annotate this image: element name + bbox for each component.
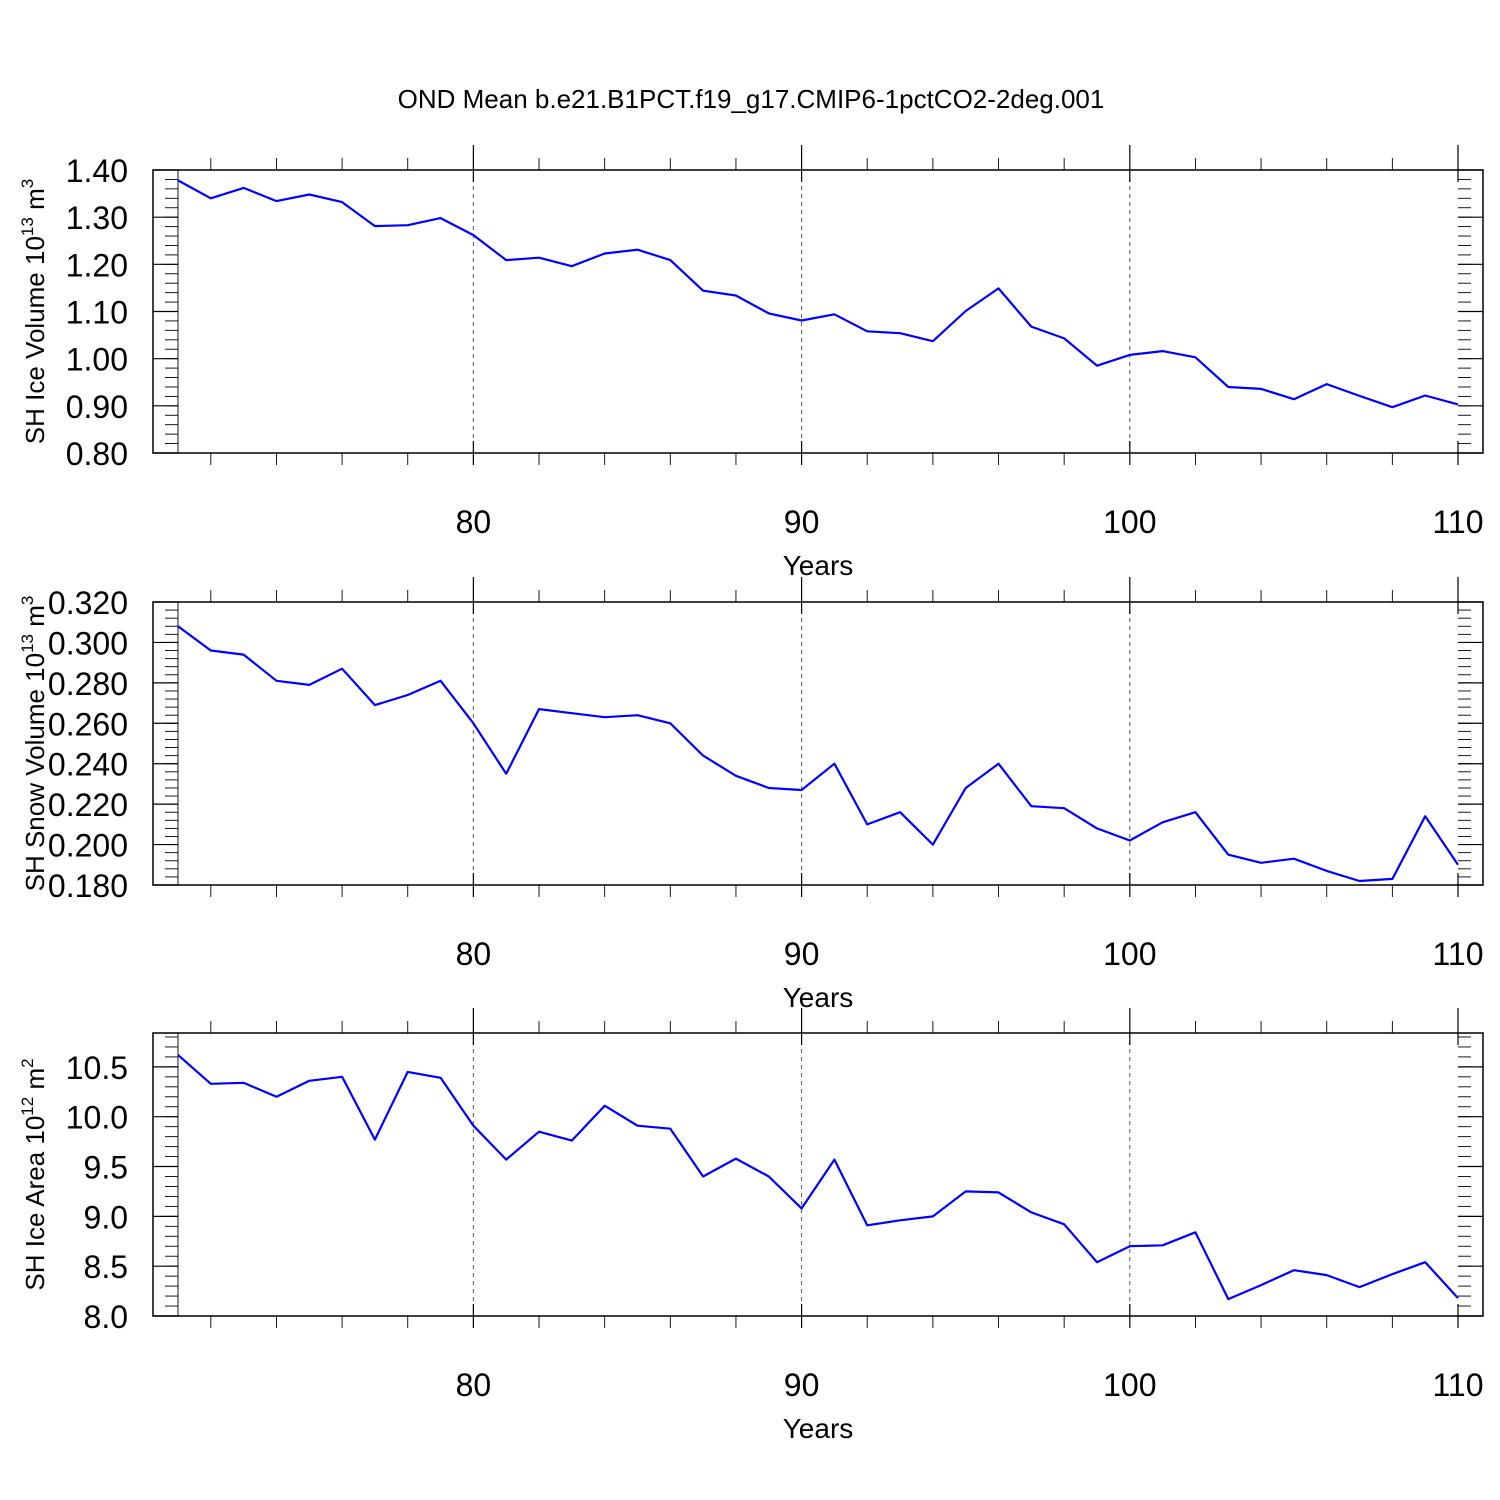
y-label-text: m	[20, 605, 50, 634]
y-tick-label: 8.5	[84, 1249, 128, 1285]
y-tick-label: 0.180	[48, 868, 128, 904]
y-tick-label: 0.200	[48, 828, 128, 864]
y-tick-label: 0.260	[48, 706, 128, 742]
y-label-superscript: 3	[18, 596, 37, 605]
y-tick-label: 0.90	[66, 389, 128, 425]
y-tick-label: 0.280	[48, 666, 128, 702]
data-series-line	[177, 1054, 1459, 1301]
panel-3: 80 90 100 110 8.0 8.5 9.0 9.5 10.0 10.5 Years SH Ic…	[18, 1008, 1484, 1444]
plot-frame	[152, 601, 1484, 886]
x-axis-label: Years	[783, 1413, 854, 1444]
y-tick-label: 0.320	[48, 585, 128, 621]
data-series-line	[177, 625, 1459, 883]
y-tick-label: 10.5	[66, 1050, 128, 1086]
panel-2: 80 90 100 110 0.180 0.200 0.220 0.240 0.260 0.280…	[18, 577, 1484, 1013]
y-label-text: m	[20, 188, 50, 217]
y-label-text: m	[20, 1068, 50, 1097]
x-tick-label: 100	[1103, 504, 1156, 540]
x-axis-label: Years	[783, 550, 854, 581]
x-tick-label: 90	[784, 936, 820, 972]
x-tick-label: 90	[784, 1367, 820, 1403]
y-label-superscript: 12	[18, 1097, 37, 1116]
y-tick-label: 10.0	[66, 1100, 128, 1136]
x-tick-label: 90	[784, 504, 820, 540]
y-tick-label: 8.0	[84, 1299, 128, 1335]
y-tick-label: 0.220	[48, 787, 128, 823]
data-series-line	[177, 179, 1459, 409]
y-tick-label: 0.300	[48, 625, 128, 661]
x-tick-label: 100	[1103, 1367, 1156, 1403]
y-tick-label: 1.00	[66, 342, 128, 378]
y-tick-label: 1.20	[66, 247, 128, 283]
x-tick-label: 80	[456, 1367, 492, 1403]
y-label-text: SH Snow Volume 10	[20, 653, 50, 891]
x-tick-label: 80	[456, 936, 492, 972]
y-tick-label: 0.80	[66, 436, 128, 472]
y-label-text: SH Ice Area 10	[20, 1116, 50, 1291]
y-tick-label: 1.40	[66, 153, 128, 189]
y-tick-label: 0.240	[48, 747, 128, 783]
x-tick-label: 110	[1432, 936, 1483, 972]
y-tick-label: 1.30	[66, 200, 128, 236]
y-label-text: SH Ice Volume 10	[20, 236, 50, 444]
y-axis-label: SH Ice Volume 1013 m3	[18, 179, 50, 444]
x-tick-label: 100	[1103, 936, 1156, 972]
y-label-superscript: 13	[18, 217, 37, 236]
x-axis-label: Years	[783, 982, 854, 1013]
y-label-superscript: 2	[18, 1058, 37, 1067]
y-tick-label: 1.10	[66, 295, 128, 331]
y-label-superscript: 13	[18, 634, 37, 653]
plot-frame	[152, 1032, 1484, 1317]
x-tick-label: 110	[1432, 504, 1483, 540]
y-label-superscript: 3	[18, 179, 37, 188]
figure-title: OND Mean b.e21.B1PCT.f19_g17.CMIP6-1pctC…	[398, 84, 1105, 114]
x-tick-label: 110	[1432, 1367, 1483, 1403]
y-tick-label: 9.0	[84, 1199, 128, 1235]
y-tick-label: 9.5	[84, 1150, 128, 1186]
y-axis-label: SH Ice Area 1012 m2	[18, 1058, 50, 1290]
plot-frame	[152, 169, 1484, 454]
y-axis-label: SH Snow Volume 1013 m3	[18, 596, 50, 892]
panel-1: 80 90 100 110 0.80 0.90 1.00 1.10 1.20 1.30 1.40 Ye…	[18, 145, 1484, 581]
x-tick-label: 80	[456, 504, 492, 540]
